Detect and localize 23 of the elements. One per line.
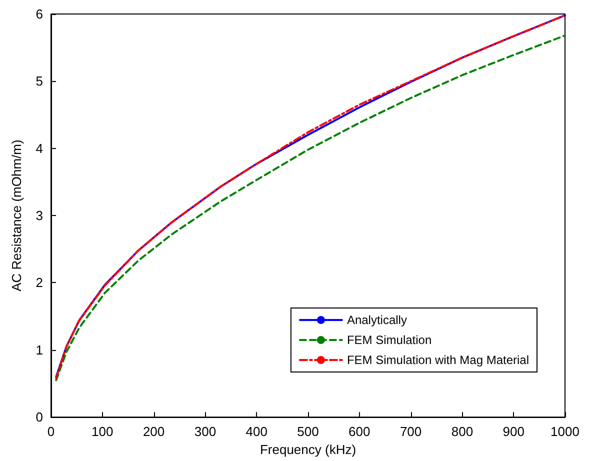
- x-tick-label: 400: [246, 424, 268, 440]
- x-tick-label: 600: [348, 424, 370, 440]
- x-tick-label: 800: [451, 424, 474, 440]
- y-tick-label: 0: [36, 410, 43, 425]
- x-tick-label: 0: [47, 424, 55, 440]
- legend-label: Analytically: [346, 313, 407, 327]
- y-axis-title: AC Resistance (mOhm/m): [9, 140, 24, 292]
- x-tick-label: 200: [142, 424, 165, 440]
- x-tick-label: 700: [400, 424, 422, 440]
- x-tick-label: 500: [297, 424, 319, 440]
- x-tick-label: 1000: [550, 424, 580, 440]
- y-tick-label: 3: [36, 208, 43, 224]
- x-axis-title: Frequency (kHz): [260, 442, 356, 457]
- y-tick-label: 6: [36, 6, 43, 22]
- x-tick-label: 300: [194, 424, 216, 440]
- legend-label: FEM Simulation: [346, 333, 432, 347]
- x-tick-label: 100: [92, 424, 114, 440]
- y-tick-label: 5: [36, 74, 43, 89]
- y-tick-label: 2: [36, 275, 43, 290]
- x-tick-label: 900: [502, 424, 524, 440]
- legend-label: FEM Simulation with Mag Material: [346, 353, 530, 367]
- y-tick-label: 4: [36, 140, 43, 156]
- y-tick-label: 1: [36, 342, 43, 358]
